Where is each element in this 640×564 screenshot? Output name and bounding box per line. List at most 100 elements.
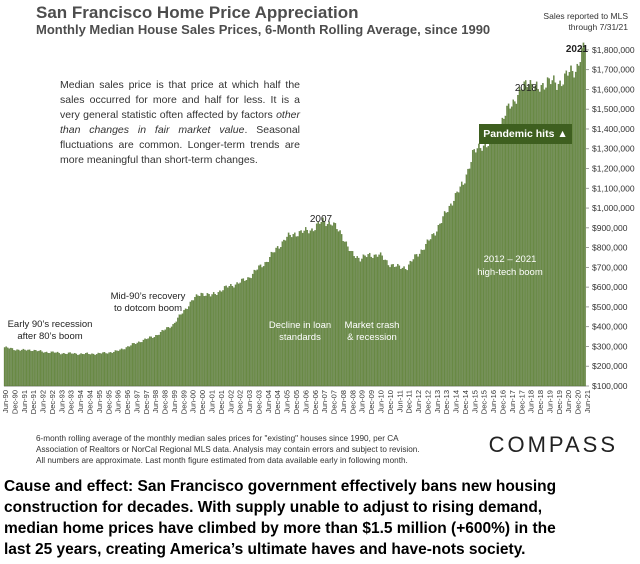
footnote-line-3: All numbers are approximate. Last month …: [36, 456, 408, 465]
bar: [144, 338, 146, 387]
annotation-mid-90s-2: to dotcom boom: [114, 303, 182, 314]
bar: [281, 241, 284, 387]
bar: [294, 232, 296, 387]
bar: [61, 353, 64, 387]
bar: [300, 230, 302, 387]
bar: [368, 252, 371, 387]
bar: [49, 353, 51, 387]
bar: [247, 277, 249, 387]
bar: [573, 77, 575, 387]
bar: [136, 342, 138, 387]
bar: [440, 223, 443, 387]
bar: [365, 257, 368, 387]
annotation-mid-90s: Mid-90’s recovery: [111, 291, 186, 302]
x-tick-label: Jun-00: [189, 390, 198, 413]
bar: [39, 350, 42, 387]
bar: [269, 257, 271, 387]
caption-line-3: median home prices have climbed by more …: [4, 520, 556, 537]
bar: [420, 249, 422, 387]
bar: [298, 231, 301, 387]
x-tick-label: Jun-01: [208, 390, 217, 413]
bar: [198, 296, 201, 387]
bar: [258, 265, 260, 387]
y-tick-label: $700,000: [592, 262, 628, 272]
x-tick-label: Jun-07: [320, 390, 329, 413]
bar: [70, 353, 73, 387]
bar: [479, 148, 482, 387]
bar: [3, 347, 6, 387]
bar: [64, 353, 67, 387]
bar: [77, 355, 79, 387]
bar: [548, 78, 550, 387]
y-tick-label: $1,400,000: [592, 124, 635, 134]
bar: [418, 253, 421, 387]
bar: [339, 230, 341, 387]
bar: [200, 292, 202, 387]
bar: [148, 336, 151, 387]
bar: [11, 348, 14, 387]
y-tick-label: $600,000: [592, 282, 628, 292]
bar: [562, 84, 564, 387]
bar: [453, 200, 455, 387]
bar: [348, 251, 351, 387]
annotation-tech-boom: 2012 – 2021: [484, 254, 537, 265]
bar: [515, 103, 518, 387]
bar: [97, 352, 99, 387]
note-text-italic: other than changes in fair market value: [60, 109, 300, 136]
bar: [395, 266, 397, 387]
x-tick-label: Jun-05: [283, 390, 292, 413]
bar: [482, 145, 485, 387]
bar: [244, 280, 246, 387]
bar: [514, 101, 516, 387]
bar: [456, 191, 458, 387]
bar: [545, 87, 547, 387]
x-tick-label: Dec-01: [217, 390, 226, 414]
x-tick-label: Jun-10: [376, 390, 385, 413]
bar: [164, 329, 167, 387]
bar: [83, 354, 85, 387]
bar: [525, 80, 527, 387]
bar: [344, 241, 346, 387]
bar: [314, 230, 316, 387]
chart: $100,000 $200,000 $300,000 $400,000 $500,000…: [1, 42, 635, 414]
bar: [386, 260, 388, 387]
bar: [481, 150, 483, 387]
bar: [289, 234, 291, 387]
bar: [109, 352, 112, 387]
note-text-1: Median sales price is that price at whic…: [60, 79, 300, 121]
bar: [233, 287, 235, 387]
caption-line-4: last 25 years, creating America’s ultima…: [4, 541, 526, 558]
x-tick-label: Jun-94: [76, 390, 85, 413]
bar: [181, 313, 184, 387]
bar: [415, 254, 418, 387]
bar: [14, 350, 17, 387]
x-tick-label: Dec-00: [198, 390, 207, 414]
bar: [364, 255, 366, 387]
bar: [407, 264, 410, 387]
bar: [41, 351, 43, 387]
x-tick-label: Dec-93: [67, 390, 76, 414]
bar: [214, 293, 216, 387]
bar: [574, 71, 577, 387]
chart-title: San Francisco Home Price Appreciation: [36, 3, 359, 22]
bar: [125, 347, 128, 387]
bar: [398, 265, 401, 387]
bar: [278, 248, 280, 387]
bar: [328, 221, 330, 387]
bar: [381, 255, 383, 387]
bar: [142, 339, 145, 387]
bar: [6, 347, 9, 387]
x-tick-label: Jun-16: [489, 390, 498, 413]
bar: [429, 239, 432, 387]
bar: [169, 328, 171, 387]
bar: [534, 85, 536, 387]
bar: [5, 346, 7, 387]
bar: [467, 168, 469, 387]
bar: [521, 89, 524, 387]
bar: [423, 249, 426, 387]
bar: [361, 258, 363, 387]
bar: [448, 205, 451, 387]
bar: [248, 277, 251, 387]
bar: [322, 217, 324, 387]
bar: [116, 350, 118, 387]
